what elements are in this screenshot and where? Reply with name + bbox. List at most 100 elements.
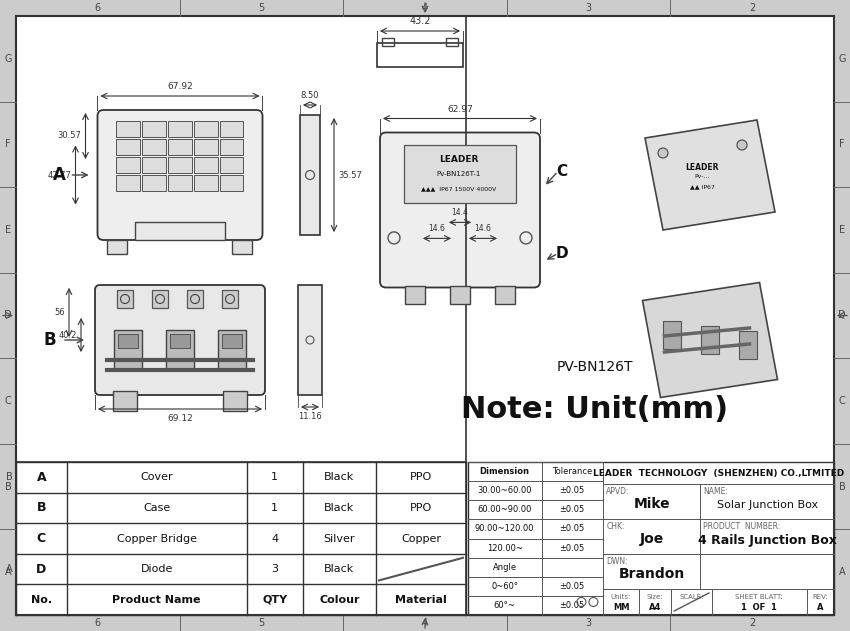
Text: 4: 4: [422, 618, 428, 628]
Text: PRODUCT  NUMBER:: PRODUCT NUMBER:: [703, 522, 780, 531]
Text: B: B: [4, 481, 11, 492]
Text: Pv-...: Pv-...: [694, 175, 710, 179]
Text: 3: 3: [586, 618, 592, 628]
Bar: [116, 175, 140, 191]
Text: 6: 6: [94, 618, 101, 628]
Text: C: C: [839, 396, 846, 406]
Text: 30.00~60.00: 30.00~60.00: [478, 487, 532, 495]
Bar: [663, 321, 681, 349]
Text: MM: MM: [613, 603, 629, 612]
Bar: [187, 290, 203, 308]
Text: 1: 1: [271, 472, 278, 482]
Bar: [142, 121, 166, 137]
Bar: [114, 330, 142, 370]
Text: A: A: [839, 567, 845, 577]
Bar: [168, 121, 192, 137]
Text: 1: 1: [271, 503, 278, 513]
Text: QTY: QTY: [262, 594, 287, 604]
Bar: [118, 334, 138, 348]
Text: 35.57: 35.57: [338, 170, 362, 179]
Text: NAME:: NAME:: [703, 487, 728, 496]
Text: 43.2: 43.2: [409, 16, 431, 26]
Text: Solar Junction Box: Solar Junction Box: [717, 500, 818, 510]
Text: 60.00~90.00: 60.00~90.00: [478, 505, 532, 514]
Text: 6: 6: [94, 3, 101, 13]
Text: 56: 56: [54, 308, 65, 317]
Bar: [219, 175, 243, 191]
Text: 42.77: 42.77: [48, 170, 71, 179]
Polygon shape: [645, 120, 775, 230]
Bar: [495, 285, 515, 304]
Bar: [405, 285, 425, 304]
Bar: [446, 38, 458, 46]
Text: 120.00~: 120.00~: [487, 543, 523, 553]
Text: D: D: [556, 246, 569, 261]
Bar: [116, 139, 140, 155]
Text: No.: No.: [31, 594, 52, 604]
Text: 60°~: 60°~: [494, 601, 515, 610]
Text: 11.16: 11.16: [298, 412, 322, 421]
Text: B: B: [6, 472, 13, 482]
Text: 62.97: 62.97: [447, 105, 473, 114]
Bar: [166, 330, 194, 370]
Text: PV-BN126T: PV-BN126T: [557, 360, 633, 374]
Text: Tolerance: Tolerance: [552, 467, 592, 476]
Text: 40.2: 40.2: [59, 331, 77, 339]
Text: Dimension: Dimension: [479, 467, 530, 476]
Text: Black: Black: [325, 472, 354, 482]
Text: 3: 3: [271, 564, 278, 574]
Text: G: G: [4, 54, 12, 64]
Text: ±0.05: ±0.05: [559, 487, 585, 495]
Bar: [222, 290, 238, 308]
Text: 5: 5: [258, 618, 264, 628]
Text: F: F: [839, 139, 845, 150]
Text: Copper Bridge: Copper Bridge: [116, 533, 196, 543]
Bar: [194, 156, 218, 173]
Bar: [107, 240, 127, 254]
Text: Units:: Units:: [611, 594, 632, 600]
Text: C: C: [4, 396, 11, 406]
Text: Diode: Diode: [140, 564, 173, 574]
Text: Joe: Joe: [640, 531, 664, 546]
Text: ±0.05: ±0.05: [559, 505, 585, 514]
Text: ±0.05: ±0.05: [559, 582, 585, 591]
Bar: [739, 331, 757, 359]
FancyBboxPatch shape: [95, 285, 265, 395]
Bar: [701, 326, 719, 354]
Text: D: D: [4, 310, 12, 321]
Text: E: E: [839, 225, 845, 235]
Bar: [142, 175, 166, 191]
Bar: [170, 334, 190, 348]
Bar: [450, 285, 470, 304]
Text: E: E: [5, 225, 11, 235]
Text: Black: Black: [325, 503, 354, 513]
Text: Cover: Cover: [140, 472, 173, 482]
Text: G: G: [838, 54, 846, 64]
Text: 14.4: 14.4: [451, 208, 468, 218]
Text: A: A: [53, 166, 66, 184]
Text: Brandon: Brandon: [619, 567, 685, 581]
Text: D: D: [838, 310, 846, 321]
Text: 4: 4: [422, 3, 428, 13]
Bar: [218, 330, 246, 370]
Text: PPO: PPO: [410, 472, 432, 482]
Text: F: F: [5, 139, 11, 150]
Bar: [233, 240, 252, 254]
Text: Copper: Copper: [401, 533, 441, 543]
Text: B: B: [839, 481, 846, 492]
Text: Angle: Angle: [492, 563, 517, 572]
Bar: [219, 139, 243, 155]
Bar: [168, 156, 192, 173]
Text: 67.92: 67.92: [167, 82, 193, 91]
Text: Silver: Silver: [324, 533, 355, 543]
Text: PPO: PPO: [410, 503, 432, 513]
Text: A: A: [817, 603, 824, 612]
Text: LEADER: LEADER: [685, 163, 719, 172]
Text: ±0.05: ±0.05: [559, 601, 585, 610]
Text: 1  OF  1: 1 OF 1: [741, 603, 778, 612]
Text: APVD:: APVD:: [606, 487, 630, 496]
Text: A: A: [5, 567, 11, 577]
Text: B: B: [37, 502, 46, 514]
Text: C: C: [37, 532, 46, 545]
Bar: [222, 334, 242, 348]
